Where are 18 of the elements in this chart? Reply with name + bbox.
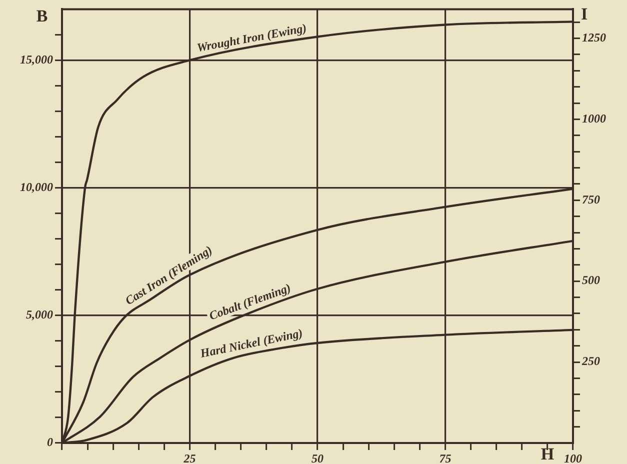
y2-tick-label: 250 [581,354,600,368]
y-tick-label: 0 [47,435,53,450]
y2-tick-label: 1000 [582,111,606,126]
y-tick-label: 15,000 [20,52,53,66]
text: Hard Nickel (Ewing) [198,326,304,361]
x-tick-label: 75 [439,451,452,464]
x-tick-label: 50 [312,451,324,464]
y-tick-label: 10,000 [20,180,53,194]
y2-axis-title: I [581,4,588,24]
y2-tick-label: 500 [582,273,600,288]
x-tick-label: 25 [182,451,196,464]
y2-tick-label: 1250 [582,30,606,44]
x-axis-title: H [540,444,554,464]
text: Wrought Iron (Ewing) [196,20,308,55]
y2-tick-label: 750 [582,192,600,206]
y-tick-label: 5,000 [26,308,53,322]
y-axis-title: B [36,6,48,26]
x-tick-label: 100 [564,451,582,464]
